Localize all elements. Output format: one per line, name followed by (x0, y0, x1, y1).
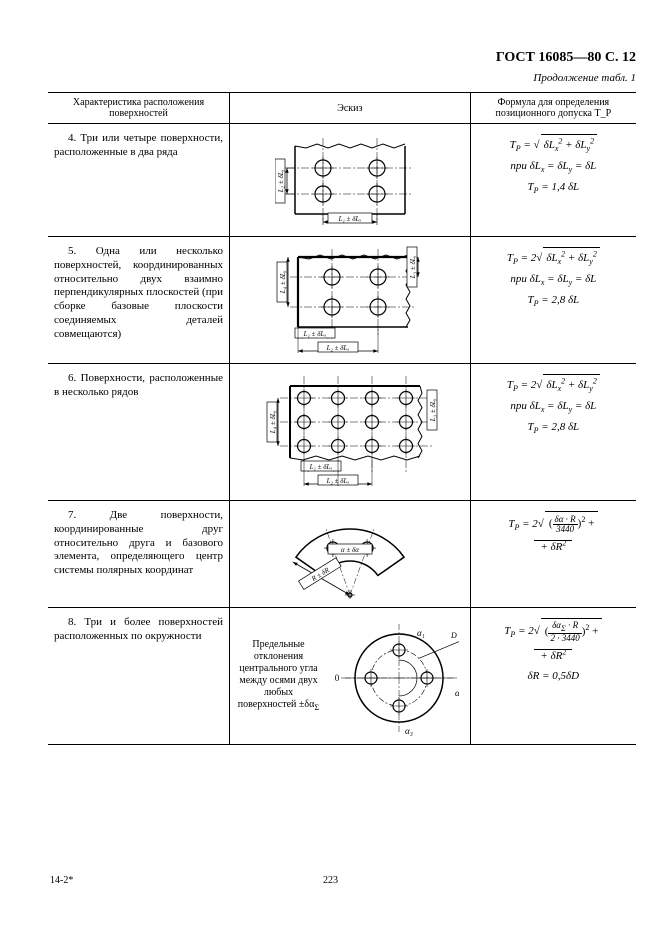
svg-text:L₄ ± δLᵧ: L₄ ± δLᵧ (279, 270, 287, 294)
table-row: 6. Поверхности, расположенные в нескольк… (48, 364, 636, 501)
formula-block: TP = 2(δα · R3440)2 ++ δR2 (477, 511, 630, 557)
svg-text:L₂ ± δLᵧ: L₂ ± δLᵧ (277, 169, 285, 193)
svg-text:L₂ ± δLₓ: L₂ ± δLₓ (325, 477, 349, 485)
svg-text:L₂ ± δLₓ: L₂ ± δLₓ (325, 344, 349, 352)
col-header-1: Характеристика расположения поверхностей (48, 93, 229, 124)
footer-page-number: 223 (0, 875, 661, 886)
formula-block: TP = 2(δαΣ · R2 · 3440)2 ++ δR2δR = 0,5δ… (477, 618, 630, 686)
row-description: 7. Две поверхности, координированные дру… (54, 509, 223, 578)
svg-text:L₁ ± δLₓ: L₁ ± δLₓ (308, 463, 332, 471)
col-header-2: Эскиз (229, 93, 470, 124)
table-continuation: Продолжение табл. 1 (48, 72, 636, 84)
col-header-3: Формула для определения позиционного доп… (470, 93, 636, 124)
sketch-diagram: Предельные отклонения центрального угла … (236, 616, 464, 736)
row-description: 4. Три или четыре поверхности, расположе… (54, 132, 223, 160)
tolerance-table: Характеристика расположения поверхностей… (48, 92, 636, 745)
table-row: 5. Одна или несколько поверхностей, коор… (48, 237, 636, 364)
row-description: 6. Поверхности, расположенные в нескольк… (54, 372, 223, 400)
svg-text:α₂: α₂ (455, 688, 459, 698)
sketch-diagram: L₁ ± δLₓ L₂ ± δLₓ L₃ ± δLᵧ L₄ ± δLᵧ (236, 372, 464, 492)
sketch-diagram: L₁ ± δLₓ L₂ ± δLᵧ (236, 132, 464, 228)
svg-text:L₄ ± δLᵧ: L₄ ± δLᵧ (269, 410, 277, 434)
svg-text:L₃ ± δLᵧ: L₃ ± δLᵧ (429, 398, 437, 422)
page-header: ГОСТ 16085—80 С. 12 (48, 50, 636, 66)
svg-text:α ± δα: α ± δα (341, 546, 359, 554)
table-row: 4. Три или четыре поверхности, расположе… (48, 124, 636, 237)
formula-block: TP = 2δLx2 + δLy2при δLx = δLy = δLTP = … (477, 247, 630, 311)
formula-block: TP = δLx2 + δLy2при δLx = δLy = δLTP = 1… (477, 134, 630, 198)
svg-text:L₁ ± δLₓ: L₁ ± δLₓ (337, 215, 361, 223)
footer-left: 14-2* (50, 875, 73, 886)
svg-text:0: 0 (335, 673, 340, 683)
sketch-diagram: L₁ ± δLₓ L₂ ± δLₓ L₃ ± δLᵧ L₄ ± δLᵧ (236, 245, 464, 355)
sketch-side-label: Предельные отклонения центрального угла … (236, 639, 321, 713)
table-row: 8. Три и более поверхностей расположенны… (48, 608, 636, 745)
page-footer: 14-2* 223 (0, 875, 661, 886)
svg-text:L₃ ± δLᵧ: L₃ ± δLᵧ (409, 255, 417, 279)
svg-text:α₃: α₃ (405, 726, 413, 736)
svg-text:D ± δD: D ± δD (450, 631, 459, 640)
table-row: 7. Две поверхности, координированные дру… (48, 501, 636, 608)
sketch-diagram: α ± δαR ± δR (236, 509, 464, 599)
row-description: 5. Одна или несколько поверхностей, коор… (54, 245, 223, 341)
formula-block: TP = 2δLx2 + δLy2при δLx = δLy = δLTP = … (477, 374, 630, 438)
svg-text:α₁: α₁ (417, 628, 425, 638)
row-description: 8. Три и более поверхностей расположенны… (54, 616, 223, 644)
svg-text:L₁ ± δLₓ: L₁ ± δLₓ (302, 330, 326, 338)
